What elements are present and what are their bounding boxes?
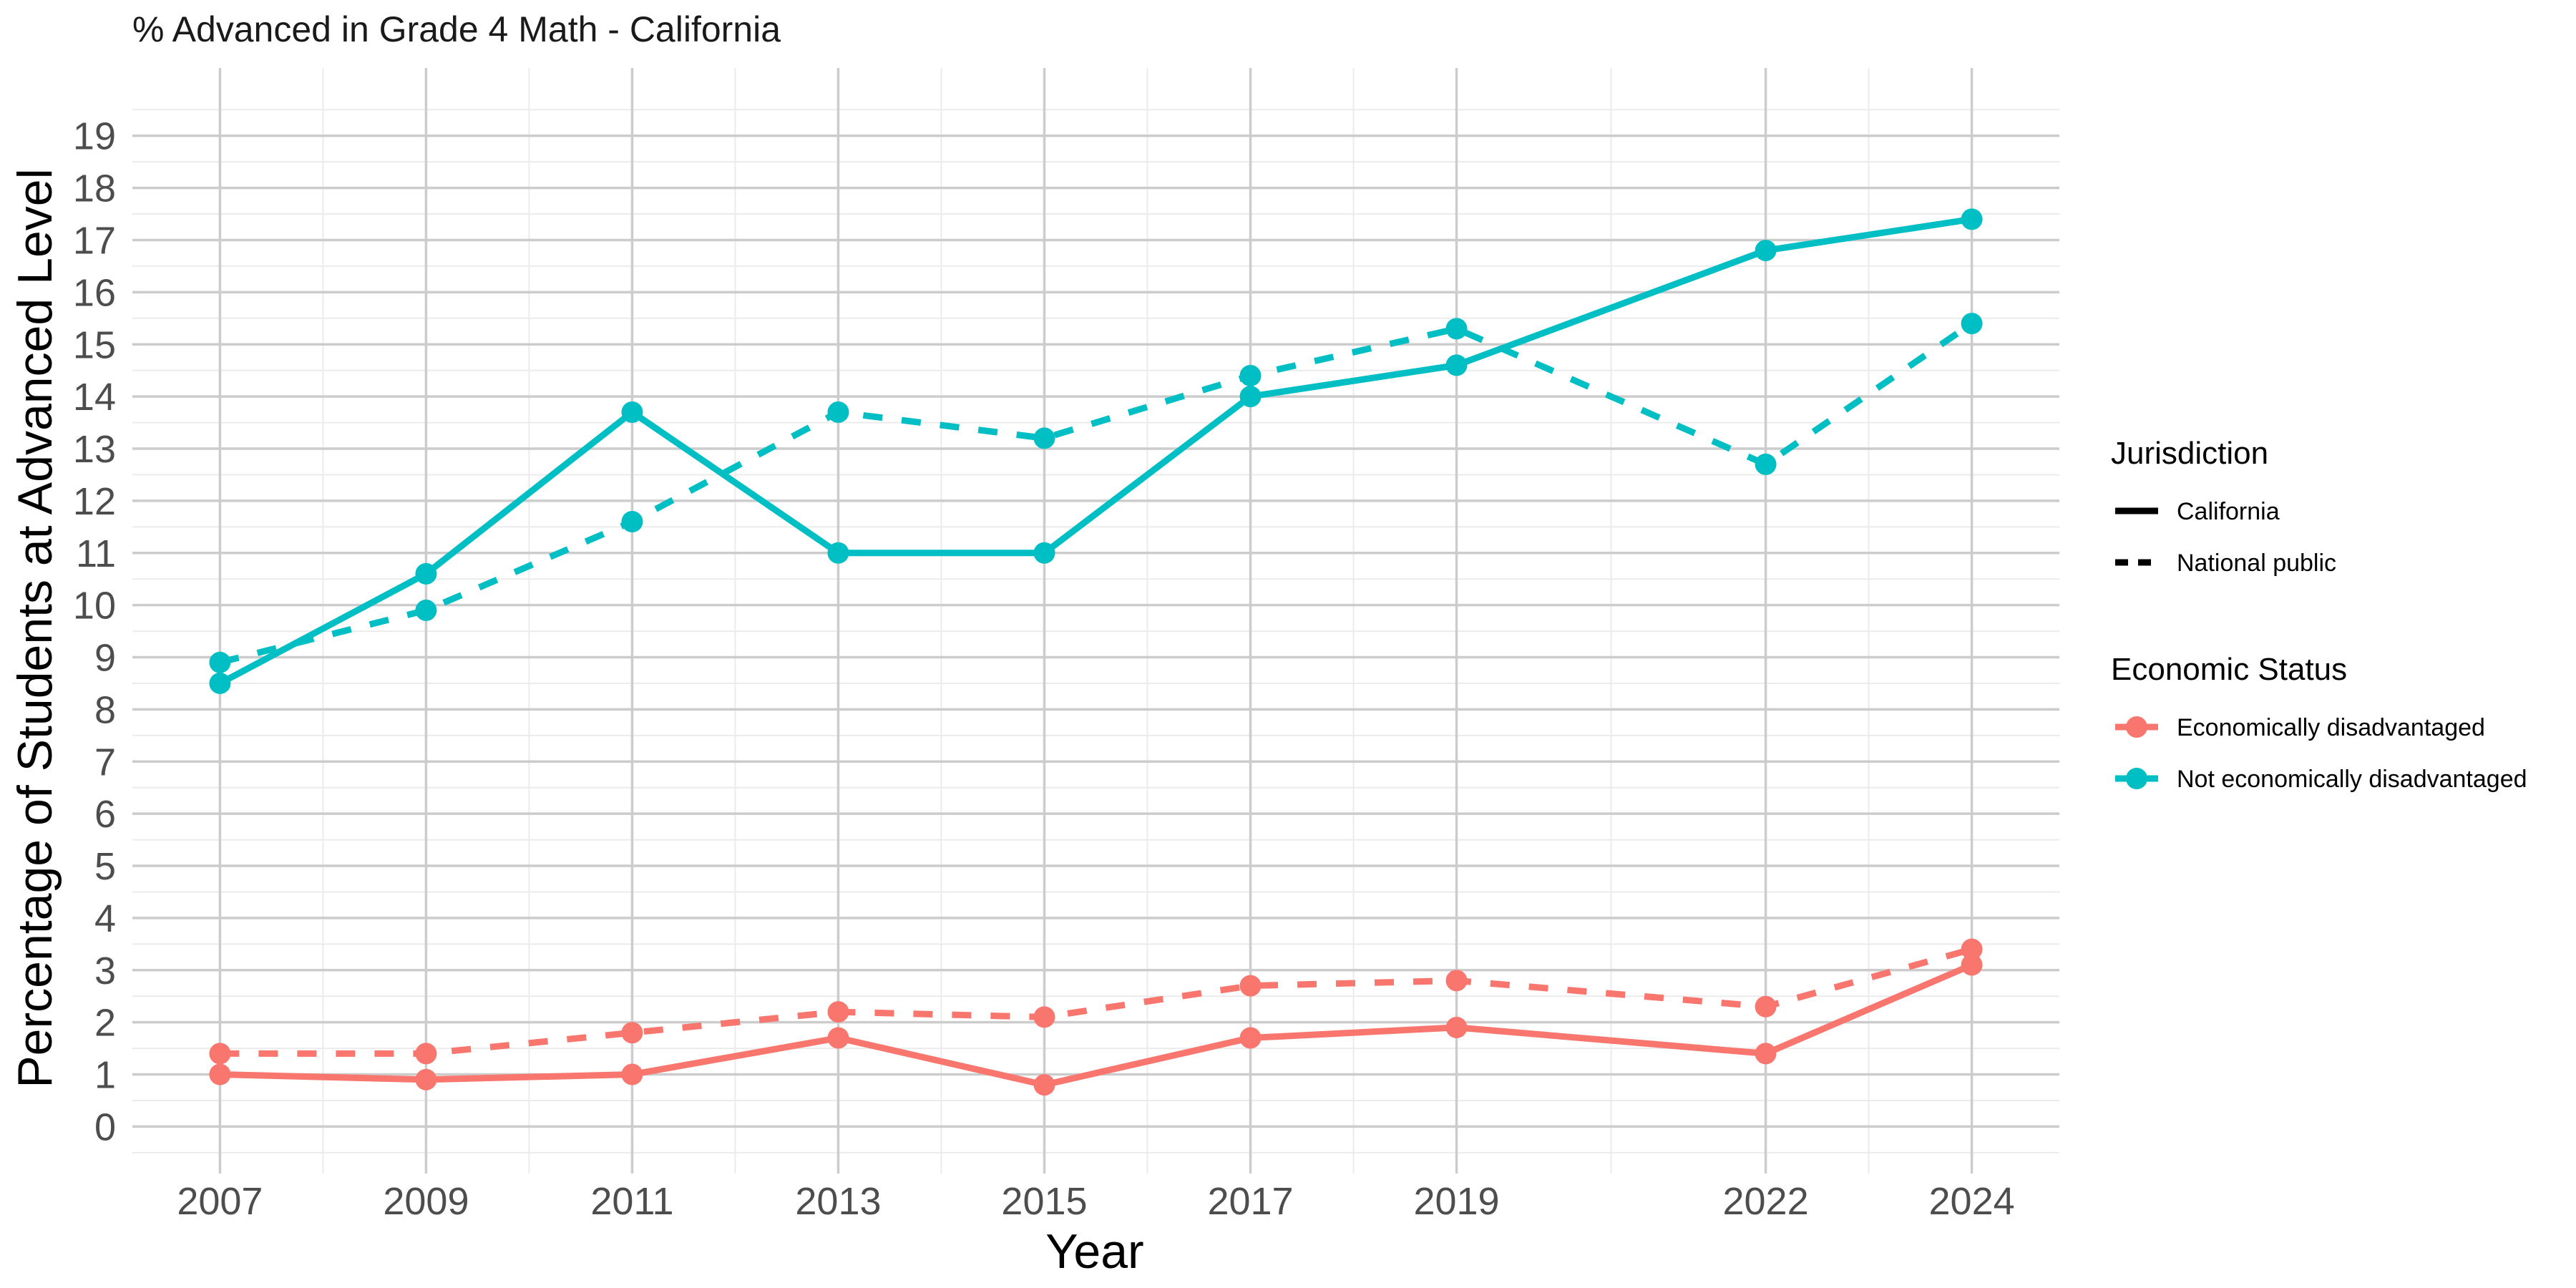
y-tick-label: 11 [76,532,116,575]
legend-label: Not economically disadvantaged [2177,766,2527,793]
legend-label: Economically disadvantaged [2177,714,2485,741]
y-axis-title: Percentage of Students at Advanced Level [8,168,62,1088]
series [209,954,1983,1096]
y-tick-label: 12 [73,480,116,523]
data-point [1445,318,1468,340]
x-tick-label: 2017 [1207,1180,1293,1223]
data-point [209,672,231,694]
y-tick-label: 3 [94,950,116,992]
legend-key-point [2126,716,2147,738]
data-point [1239,364,1262,386]
series-layer [209,208,1983,1096]
series-line [220,962,1974,1088]
y-tick-label: 5 [94,845,116,888]
data-point [1755,240,1777,262]
data-point [209,1063,231,1085]
series [209,208,1983,694]
x-tick-label: 2022 [1722,1180,1808,1223]
chart-title: % Advanced in Grade 4 Math - California [132,9,781,49]
y-tick-label: 7 [94,741,116,784]
legend-title-jurisdiction: Jurisdiction [2111,436,2268,471]
data-point [1033,1006,1055,1028]
series [209,938,1983,1065]
data-point [209,1043,231,1065]
y-tick-label: 4 [94,897,116,940]
y-tick-label: 14 [73,376,116,419]
data-point [1961,313,1983,335]
data-point [1961,938,1983,960]
data-point [621,1063,643,1085]
x-tick-label: 2007 [177,1180,263,1223]
data-point [827,401,849,423]
data-point [415,562,437,585]
legend: Jurisdiction California National public Eco… [2111,436,2527,793]
series-line [220,946,1973,1057]
data-point [1239,1027,1262,1049]
legend-title-economic-status: Economic Status [2111,652,2347,687]
y-tick-label: 6 [94,793,116,836]
legend-label: National public [2177,550,2336,577]
data-point [1033,1074,1055,1096]
data-point [209,651,231,673]
data-point [1033,427,1055,449]
x-axis-title: Year [1045,1224,1143,1279]
y-tick-label: 13 [73,428,116,471]
data-point [621,511,643,533]
y-tick-label: 15 [73,323,116,366]
x-tick-label: 2019 [1413,1180,1499,1223]
data-point [1961,954,1983,976]
data-point [621,1022,643,1044]
data-point [621,401,643,423]
x-tick-label: 2024 [1929,1180,2015,1223]
y-tick-label: 17 [73,219,116,262]
data-point [1445,970,1468,992]
legend-key-point [2126,768,2147,789]
data-point [415,599,437,621]
y-tick-label: 19 [73,115,116,158]
data-point [415,1068,437,1091]
y-tick-label: 9 [94,637,116,680]
data-point [415,1043,437,1065]
y-tick-label: 8 [94,688,116,731]
x-tick-label: 2009 [383,1180,469,1223]
data-point [1239,386,1262,408]
data-point [1755,453,1777,475]
y-tick-label: 1 [94,1054,116,1097]
data-point [827,1001,849,1023]
x-axis-ticks: 2007 2009 2011 2013 2015 2017 2019 2022 2024 [177,1180,2014,1223]
data-point [827,542,849,564]
y-tick-label: 18 [73,167,116,210]
data-point [1755,1043,1777,1065]
data-point [1445,1016,1468,1038]
data-point [1961,208,1983,230]
data-point [1445,354,1468,376]
y-tick-label: 2 [94,1002,116,1045]
series-line [218,215,1973,686]
legend-label: California [2177,498,2280,525]
series-line [219,321,1974,666]
y-tick-label: 10 [73,585,116,628]
data-point [1755,995,1777,1018]
x-tick-label: 2011 [590,1180,673,1223]
x-tick-label: 2015 [1001,1180,1087,1223]
data-point [827,1027,849,1049]
grid-lines [132,68,2059,1174]
data-point [1239,975,1262,997]
y-tick-label: 0 [94,1106,116,1148]
x-tick-label: 2013 [795,1180,881,1223]
data-point [1033,542,1055,564]
series [209,313,1983,673]
y-tick-label: 16 [73,271,116,314]
